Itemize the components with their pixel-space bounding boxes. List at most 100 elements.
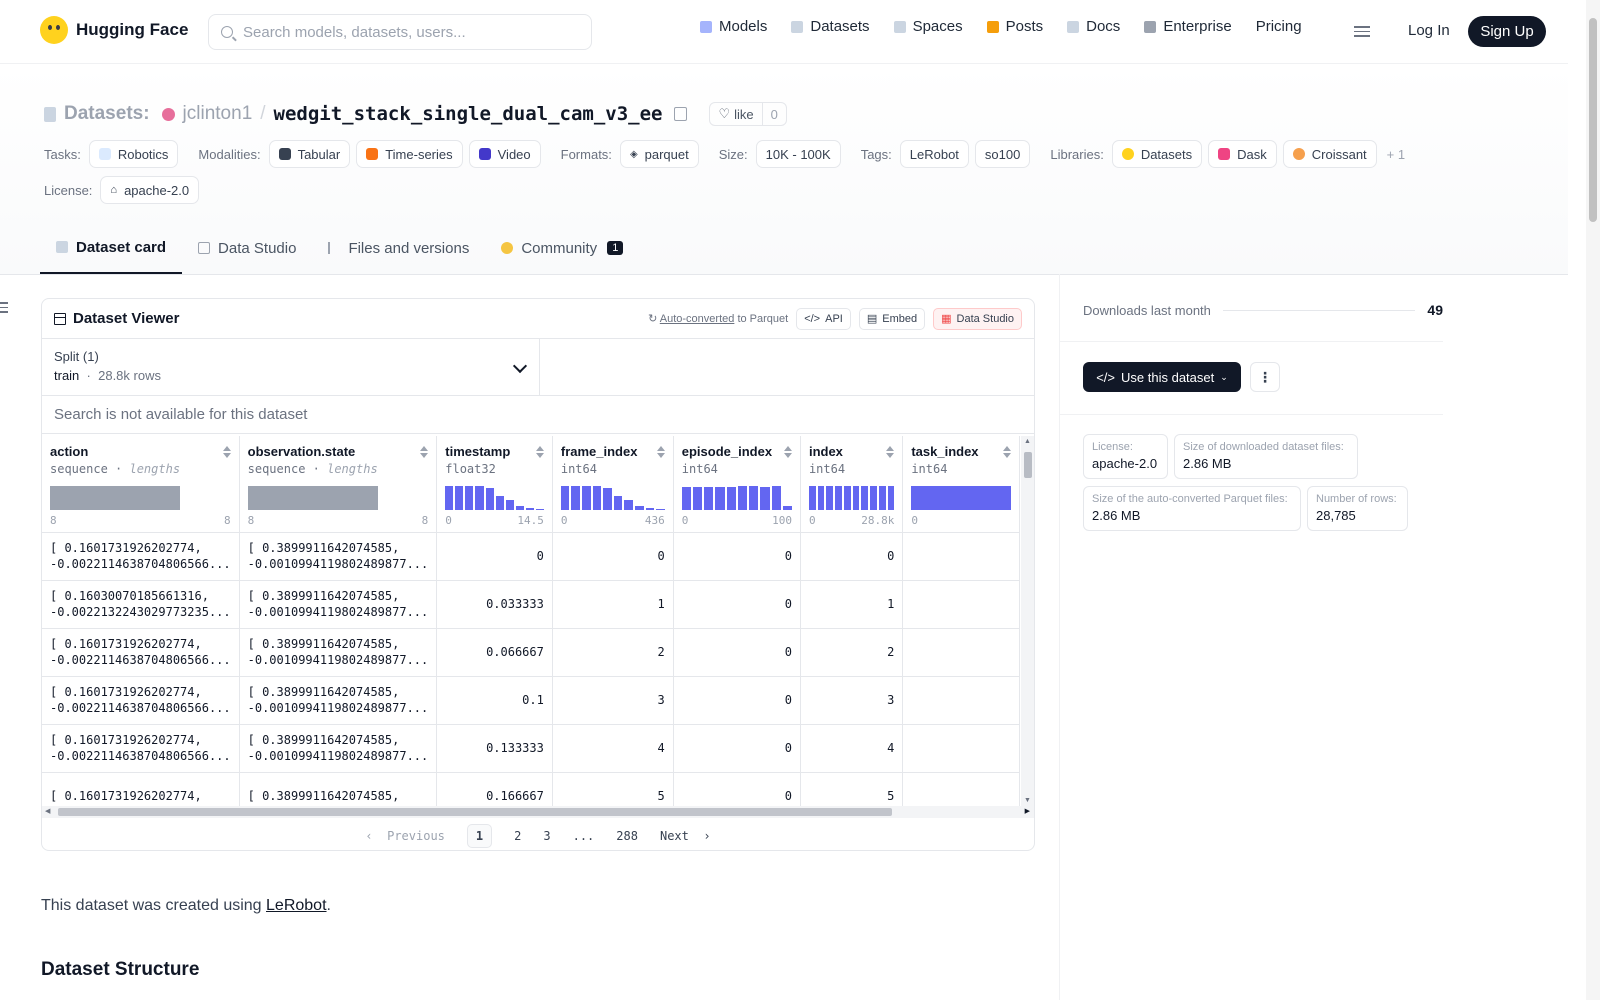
table-row[interactable]: [ 0.1601731926202774, -0.0022114638704806… <box>42 628 1020 677</box>
login-link[interactable]: Log In <box>1408 22 1450 39</box>
cell-timestamp[interactable]: 0.1 <box>436 676 553 725</box>
nav-link-docs[interactable]: Docs <box>1067 18 1120 35</box>
column-header-index[interactable]: index int64 0 28.8k <box>800 436 904 533</box>
scroll-up-icon[interactable]: ▲ <box>1024 438 1031 445</box>
histogram-bar[interactable] <box>681 487 691 510</box>
more-options-button[interactable]: ⋮ <box>1250 362 1280 392</box>
data-studio-button[interactable]: ▦ Data Studio <box>933 307 1022 330</box>
cell-episode-index[interactable]: 0 <box>673 532 801 581</box>
cell-observation-state[interactable]: [ 0.3899911642074585, -0.0010994119802489… <box>239 628 438 677</box>
nav-link-enterprise[interactable]: Enterprise <box>1144 18 1232 35</box>
cell-timestamp[interactable]: 0.033333 <box>436 580 553 629</box>
previous-page-button[interactable]: ‹ Previous <box>365 829 445 843</box>
cell-task-index[interactable] <box>902 628 1020 677</box>
tag-license[interactable]: ⌂ apache-2.0 <box>100 176 200 204</box>
histogram-bar[interactable] <box>737 486 748 510</box>
histogram-bar[interactable] <box>760 486 770 510</box>
histogram-bar[interactable] <box>726 486 736 510</box>
page-288-button[interactable]: 288 <box>616 829 638 843</box>
tag-lerobot[interactable]: LeRobot <box>899 140 969 168</box>
table-vertical-scrollbar[interactable]: ▲ ▼ <box>1021 436 1034 806</box>
cell-index[interactable]: 2 <box>800 628 904 677</box>
histogram-bar[interactable] <box>455 486 464 510</box>
like-button[interactable]: ♡ like 0 <box>709 102 787 126</box>
tag-modality-timeseries[interactable]: Time-series <box>356 140 463 168</box>
cell-timestamp[interactable]: 0.166667 <box>436 772 553 806</box>
cell-action[interactable]: [ 0.1601731926202774, -0.0022114638704806… <box>42 628 240 677</box>
lerobot-link[interactable]: LeRobot <box>266 897 327 914</box>
cell-observation-state[interactable]: [ 0.3899911642074585, -0.0010994119802489… <box>239 676 438 725</box>
tab-dataset-card[interactable]: Dataset card <box>40 222 183 274</box>
next-page-button[interactable]: Next › <box>659 829 711 843</box>
histogram-bar[interactable] <box>582 486 591 510</box>
table-row[interactable]: [ 0.1601731926202774, -0.0022114638704806… <box>42 724 1020 773</box>
tab-data-studio[interactable]: Data Studio <box>182 222 312 274</box>
sort-icon[interactable] <box>886 446 895 458</box>
histogram-bar[interactable] <box>656 509 665 510</box>
histogram-bar[interactable] <box>861 486 869 510</box>
toc-toggle-icon[interactable] <box>0 302 9 316</box>
cell-action[interactable]: [ 0.16030070185661316, -0.002213224302977… <box>42 580 240 629</box>
tab-community[interactable]: Community 1 <box>485 222 639 274</box>
histogram-bar[interactable] <box>624 499 634 510</box>
tag-library-dask[interactable]: Dask <box>1208 140 1277 168</box>
tag-format-parquet[interactable]: ◈ parquet <box>619 140 699 168</box>
histogram-bar[interactable] <box>465 486 474 510</box>
page-scrollbar[interactable] <box>1586 0 1600 1000</box>
nav-link-pricing[interactable]: Pricing <box>1255 18 1302 35</box>
tag-task-robotics[interactable]: Robotics <box>88 140 179 168</box>
histogram-bar[interactable] <box>603 487 612 510</box>
cell-episode-index[interactable]: 0 <box>673 676 801 725</box>
column-header-task-index[interactable]: task_index int64 0 <box>902 436 1020 533</box>
column-header-episode-index[interactable]: episode_index int64 0 100 <box>673 436 801 533</box>
histogram-bar[interactable] <box>715 486 725 510</box>
use-dataset-button[interactable]: </> Use this dataset ⌄ <box>1083 362 1241 392</box>
table-horizontal-scrollbar[interactable]: ◀ ▶ <box>42 806 1034 818</box>
histogram-bar[interactable] <box>571 486 581 510</box>
scroll-left-icon[interactable]: ◀ <box>45 808 51 815</box>
cell-index[interactable]: 1 <box>800 580 904 629</box>
cell-action[interactable]: [ 0.1601731926202774, -0.0022114638704806… <box>42 676 240 725</box>
tag-library-datasets[interactable]: Datasets <box>1111 140 1203 168</box>
histogram-bar[interactable] <box>870 486 877 510</box>
histogram-bar[interactable] <box>525 508 534 510</box>
histogram-bar[interactable] <box>613 495 623 510</box>
cell-action[interactable]: [ 0.1601731926202774, -0.0022114638704806… <box>42 532 240 581</box>
column-header-observation-state[interactable]: observation.state sequence · lengths 8 8 <box>239 436 438 533</box>
column-header-action[interactable]: action sequence · lengths 8 8 <box>42 436 240 533</box>
cell-frame-index[interactable]: 2 <box>552 628 674 677</box>
table-row[interactable]: [ 0.16030070185661316, -0.002213224302977… <box>42 580 1020 629</box>
embed-button[interactable]: ▤ Embed <box>858 307 926 330</box>
sort-icon[interactable] <box>222 446 231 458</box>
nav-link-spaces[interactable]: Spaces <box>893 18 963 35</box>
tag-size[interactable]: 10K - 100K <box>755 140 841 168</box>
sort-icon[interactable] <box>656 446 665 458</box>
cell-task-index[interactable] <box>902 532 1020 581</box>
signup-button[interactable]: Sign Up <box>1468 16 1546 47</box>
histogram-bar[interactable] <box>826 486 834 510</box>
api-button[interactable]: </> API <box>796 307 851 330</box>
page-scroll-thumb[interactable] <box>1589 18 1597 222</box>
dataset-name[interactable]: wedgit_stack_single_dual_cam_v3_ee <box>273 103 663 125</box>
histogram-bar[interactable] <box>771 486 781 510</box>
histogram-bar[interactable] <box>635 505 644 510</box>
cell-task-index[interactable] <box>902 580 1020 629</box>
sort-icon[interactable] <box>535 446 544 458</box>
histogram-bar[interactable] <box>535 509 544 510</box>
cell-frame-index[interactable]: 4 <box>552 724 674 773</box>
page-1-button[interactable]: 1 <box>466 824 493 848</box>
histogram-bar[interactable] <box>817 486 825 510</box>
histogram-bar[interactable] <box>505 499 514 510</box>
cell-timestamp[interactable]: 0.066667 <box>436 628 553 677</box>
cell-observation-state[interactable]: [ 0.3899911642074585, -0.0010994119802489… <box>239 724 438 773</box>
table-row[interactable]: [ 0.1601731926202774, -0.0022114638704806… <box>42 676 1020 725</box>
nav-link-models[interactable]: Models <box>700 18 767 35</box>
histogram-bar[interactable] <box>878 486 886 510</box>
tag-so100[interactable]: so100 <box>974 140 1031 168</box>
scroll-right-icon[interactable]: ▶ <box>1024 808 1030 815</box>
cell-index[interactable]: 4 <box>800 724 904 773</box>
brand-logo[interactable]: Hugging Face <box>40 16 188 44</box>
tag-modality-tabular[interactable]: Tabular <box>268 140 351 168</box>
page-2-button[interactable]: 2 <box>514 829 522 843</box>
cell-task-index[interactable] <box>902 676 1020 725</box>
